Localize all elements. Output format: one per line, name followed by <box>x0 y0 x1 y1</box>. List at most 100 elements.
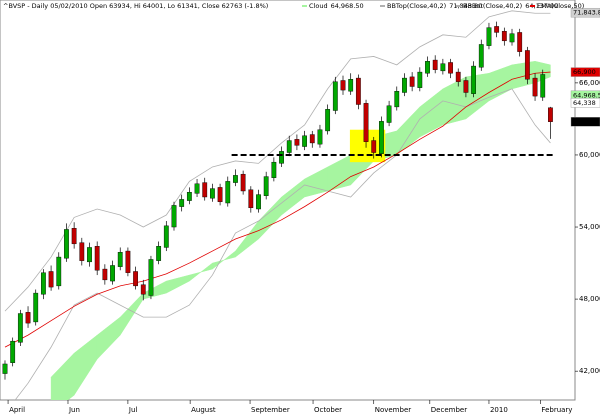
candle-body <box>179 199 185 207</box>
candle-body <box>425 61 430 74</box>
candle-body <box>194 183 200 194</box>
candle-body <box>532 77 538 97</box>
candle-body <box>517 32 523 52</box>
indicator-line <box>4 71 551 348</box>
x-tick-label: 2010 <box>490 406 508 414</box>
x-tick-label: August <box>191 406 216 414</box>
candle-body <box>317 129 323 145</box>
candle-body <box>125 250 131 273</box>
candle-body <box>117 252 123 267</box>
price-label: 64,968.5 <box>573 91 600 99</box>
candle-body <box>409 76 415 87</box>
x-tick-label: October <box>314 406 342 414</box>
candle-body <box>148 259 154 296</box>
price-label: 66,900 <box>573 68 596 76</box>
candle-body <box>478 44 484 68</box>
legend-label: EMA(Close,50) <box>537 2 584 10</box>
candle-body <box>2 363 8 374</box>
legend-value: 71,843.80 <box>449 2 482 10</box>
candle-body <box>394 91 400 108</box>
candle-body <box>41 272 46 295</box>
candle-body <box>17 313 23 343</box>
x-tick-label: September <box>251 406 290 414</box>
candle-body <box>56 256 62 287</box>
y-tick-label: 42,000 <box>579 367 600 375</box>
candle-body <box>363 103 369 142</box>
candle-body <box>494 26 500 33</box>
candle-body <box>263 176 269 196</box>
price-label: 62,763 <box>573 118 596 126</box>
price-label: 71,843.8 <box>573 9 600 17</box>
candle-body <box>448 62 453 74</box>
candle-body <box>486 27 492 46</box>
price-label: 64,338 <box>573 99 596 107</box>
candle-body <box>240 173 246 192</box>
legend-value: 64,137.99 <box>525 2 558 10</box>
candle-body <box>501 31 507 42</box>
candle-body <box>71 228 77 245</box>
candle-body <box>225 181 231 204</box>
y-tick-label: 60,000 <box>579 151 600 159</box>
candle-body <box>417 71 423 88</box>
legend-label: BBBot(Close,40,2) <box>463 2 522 10</box>
candle-body <box>302 135 307 147</box>
candle-body <box>94 246 100 271</box>
candle-body <box>186 191 192 201</box>
candle-body <box>524 50 530 80</box>
legend-label: BBTop(Close,40,2) <box>387 2 446 10</box>
candle-body <box>102 268 108 281</box>
candle-body <box>10 340 16 363</box>
candle-body <box>340 80 346 91</box>
candle-body <box>471 65 476 94</box>
candle-body <box>163 225 169 248</box>
axes: 42,000 48,000 54,000 60,000 66,000 April Jun Ju… <box>7 2 600 414</box>
candle-body <box>455 71 461 82</box>
price-label-box <box>570 98 600 108</box>
x-tick-label: Jul <box>128 406 138 414</box>
price-label-box <box>570 117 600 127</box>
y-tick-label: 66,000 <box>579 79 600 87</box>
x-tick-label: December <box>431 406 467 414</box>
candle-body <box>540 74 546 98</box>
candle-body <box>432 59 438 70</box>
legend-label: Cloud <box>309 2 328 10</box>
candle-body <box>156 246 162 261</box>
candle-body <box>248 189 254 209</box>
price-label-box <box>570 7 600 18</box>
y-tick-label: 54,000 <box>579 223 600 231</box>
candle-body <box>355 77 361 105</box>
candle-body <box>133 271 138 287</box>
candle-body <box>25 312 31 324</box>
candle-body <box>509 33 515 43</box>
candle-body <box>463 80 469 93</box>
candle-body <box>140 284 146 295</box>
candle-body <box>256 194 261 210</box>
candle-body <box>286 140 292 153</box>
candle-body <box>271 161 277 178</box>
candle-body <box>348 79 354 92</box>
candle-body <box>294 139 300 146</box>
candle-body <box>217 187 223 203</box>
x-tick-label: April <box>9 406 25 414</box>
x-tick-label: February <box>541 406 572 414</box>
candle-body <box>548 107 553 122</box>
candle-body <box>440 63 446 72</box>
y-tick-label: 48,000 <box>579 295 600 303</box>
candle-body <box>48 271 54 288</box>
candle-body <box>171 205 177 228</box>
legend-value: 64,968.50 <box>331 2 364 10</box>
price-label-box <box>570 67 600 77</box>
candle-body <box>371 140 377 153</box>
candle-body <box>233 175 238 183</box>
candle-body <box>64 229 69 259</box>
candle-body <box>332 81 338 111</box>
indicator-line <box>4 10 551 312</box>
plot <box>2 10 555 400</box>
candle-body <box>33 292 39 323</box>
candle-body <box>309 134 315 144</box>
candle-body <box>325 109 331 132</box>
chart-title: ^BVSP - Daily 05/02/2010 Open 63934, Hi … <box>3 2 268 10</box>
candle-body <box>87 247 92 263</box>
candle-body <box>202 182 208 198</box>
